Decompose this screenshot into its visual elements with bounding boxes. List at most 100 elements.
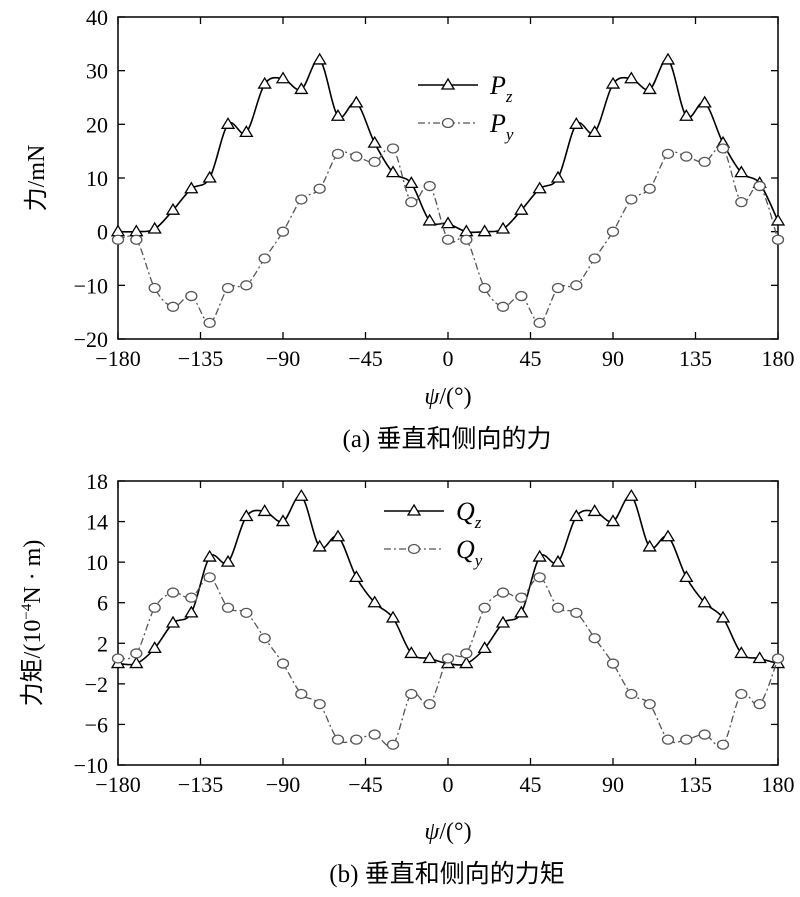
data-point-triangle: [349, 570, 364, 583]
data-point-circle: [496, 301, 510, 312]
y-ticks-b: −10 −6 −2 2 6 10 14 18: [74, 469, 778, 778]
data-point-triangle: [605, 514, 621, 527]
data-point-triangle: [642, 539, 657, 552]
data-point-circle: [460, 648, 473, 659]
x-tick-label: −135: [178, 346, 223, 371]
data-point-circle: [166, 587, 180, 598]
data-point-triangle: [367, 135, 382, 148]
data-point-circle: [460, 234, 473, 245]
data-point-circle: [441, 234, 455, 245]
data-point-triangle: [679, 570, 694, 583]
y-axis-label-a: 力/mN: [23, 145, 50, 212]
data-point-circle: [276, 226, 290, 237]
data-point-circle: [606, 226, 620, 237]
data-point-triangle: [752, 651, 767, 664]
data-point-circle: [313, 183, 326, 194]
x-tick-label: −180: [95, 772, 140, 797]
data-point-circle: [221, 282, 235, 294]
data-point-circle: [588, 633, 601, 644]
data-point-circle: [331, 148, 345, 160]
data-point-circle: [661, 734, 675, 745]
y-tick-label: −6: [85, 712, 108, 737]
data-point-triangle: [349, 95, 364, 108]
data-point-triangle: [404, 646, 419, 659]
data-point-circle: [533, 572, 546, 583]
series-a: [110, 52, 786, 329]
data-point-triangle: [129, 656, 144, 669]
data-point-circle: [295, 194, 308, 205]
data-point-circle: [698, 729, 711, 740]
y-ticks-a: −20 −10 0 10 20 30 40: [74, 5, 778, 352]
data-point-triangle: [734, 646, 749, 659]
y-tick-label: 14: [86, 510, 108, 535]
series-line-qz: [117, 495, 779, 666]
data-point-circle: [716, 143, 730, 154]
caption-b: (b) 垂直和侧向的力矩: [329, 860, 564, 888]
data-point-triangle: [367, 595, 382, 608]
data-point-circle: [515, 290, 528, 302]
data-point-triangle: [459, 656, 474, 669]
data-point-triangle: [734, 165, 749, 178]
data-point-triangle: [660, 529, 676, 542]
x-tick-label: 0: [443, 772, 454, 797]
data-point-circle: [423, 180, 436, 192]
x-ticks-b: −180 −135 −90 −45 0 45 90 135 180: [95, 481, 795, 797]
data-point-triangle: [385, 165, 401, 178]
data-point-triangle: [532, 181, 547, 194]
x-tick-label: 90: [602, 772, 624, 797]
data-point-circle: [478, 282, 491, 294]
data-point-circle: [753, 180, 766, 192]
data-point-circle: [386, 143, 400, 154]
y-tick-label: −2: [85, 672, 108, 697]
data-point-triangle: [440, 216, 456, 229]
data-point-triangle: [624, 71, 639, 84]
x-tick-label: −90: [266, 772, 300, 797]
data-point-circle: [405, 196, 418, 208]
x-tick-label: 180: [762, 772, 795, 797]
data-point-triangle: [184, 181, 199, 194]
x-axis-label-a: ψ/(°): [424, 384, 471, 410]
series-b: [110, 488, 786, 750]
x-tick-label: 180: [762, 346, 795, 371]
data-point-triangle: [770, 213, 786, 226]
data-point-triangle: [587, 504, 602, 517]
data-point-triangle: [330, 109, 346, 121]
data-point-circle: [661, 148, 675, 160]
y-tick-label: 30: [86, 59, 108, 84]
y-tick-label: 0: [97, 220, 108, 245]
data-point-triangle: [129, 224, 144, 237]
data-point-circle: [771, 653, 785, 664]
data-point-circle: [441, 653, 455, 664]
data-point-circle: [386, 739, 400, 750]
data-point-circle: [625, 194, 638, 205]
data-point-circle: [111, 234, 125, 245]
data-point-triangle: [477, 224, 492, 237]
plot-area-a: [117, 16, 779, 340]
data-point-circle: [350, 151, 363, 162]
data-point-triangle: [220, 554, 236, 567]
data-point-triangle: [184, 605, 199, 618]
data-point-circle: [221, 602, 235, 613]
data-point-circle: [606, 658, 620, 669]
data-point-triangle: [679, 109, 694, 121]
data-point-circle: [368, 729, 381, 740]
data-point-circle: [405, 688, 418, 700]
data-point-circle: [515, 592, 528, 603]
y-tick-label: 2: [97, 631, 108, 656]
data-point-circle: [295, 688, 308, 700]
data-point-triangle: [660, 52, 676, 65]
x-tick-label: 45: [520, 772, 542, 797]
data-point-circle: [130, 234, 143, 245]
data-point-triangle: [422, 651, 437, 664]
data-point-triangle: [165, 202, 181, 215]
data-point-triangle: [532, 549, 547, 562]
data-point-circle: [368, 156, 381, 168]
data-point-triangle: [239, 509, 254, 522]
legend-label-qz: Qz: [456, 497, 482, 532]
data-point-triangle: [275, 71, 291, 84]
data-point-circle: [240, 607, 253, 619]
data-point-circle: [570, 607, 583, 619]
data-point-circle: [203, 572, 216, 583]
x-tick-label: −45: [348, 346, 382, 371]
